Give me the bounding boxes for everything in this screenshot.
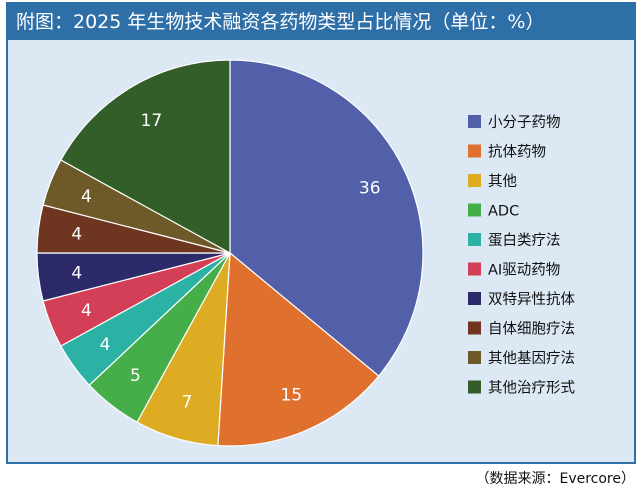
data-label: 5 bbox=[130, 366, 141, 386]
chart-title: 附图：2025 年生物技术融资各药物类型占比情况（单位：%） bbox=[16, 11, 545, 33]
pie-slice bbox=[60, 59, 231, 255]
data-label: 7 bbox=[181, 392, 192, 412]
data-label: 4 bbox=[81, 187, 92, 207]
data-label: 4 bbox=[100, 335, 111, 355]
data-label: 17 bbox=[141, 111, 163, 131]
legend-swatch bbox=[468, 203, 481, 217]
legend-swatch bbox=[468, 380, 481, 394]
legend-swatch bbox=[468, 351, 481, 364]
legend-swatch bbox=[468, 115, 481, 128]
data-label: 4 bbox=[81, 301, 92, 321]
legend-label: 其他基因疗法 bbox=[488, 350, 575, 367]
data-label: 36 bbox=[359, 178, 381, 198]
legend-label: ADC bbox=[488, 204, 519, 220]
legend-swatch bbox=[468, 233, 481, 246]
source-note: （数据来源：Evercore） bbox=[475, 471, 635, 487]
pie-slice bbox=[217, 251, 380, 447]
pie-slices bbox=[36, 59, 424, 447]
data-label: 15 bbox=[280, 386, 302, 406]
legend-label: 小分子药物 bbox=[488, 114, 561, 131]
legend-label: 其他 bbox=[488, 173, 517, 190]
legend-label: 自体细胞疗法 bbox=[488, 321, 575, 338]
pie-slice bbox=[229, 59, 424, 377]
legend-label: 其他治疗形式 bbox=[488, 380, 575, 397]
data-label: 4 bbox=[71, 263, 82, 283]
legend-label: AI驱动药物 bbox=[488, 262, 560, 279]
legend-swatch bbox=[468, 292, 481, 305]
legend-label: 蛋白类疗法 bbox=[488, 232, 561, 249]
legend-swatch bbox=[468, 262, 481, 276]
legend-swatch bbox=[468, 321, 481, 335]
legend-swatch bbox=[468, 144, 481, 158]
legend-label: 双特异性抗体 bbox=[488, 291, 575, 308]
legend-label: 抗体药物 bbox=[488, 144, 546, 161]
legend-swatch bbox=[468, 174, 481, 187]
data-label: 4 bbox=[71, 225, 82, 245]
title-bar: 附图：2025 年生物技术融资各药物类型占比情况（单位：%） bbox=[8, 4, 634, 40]
